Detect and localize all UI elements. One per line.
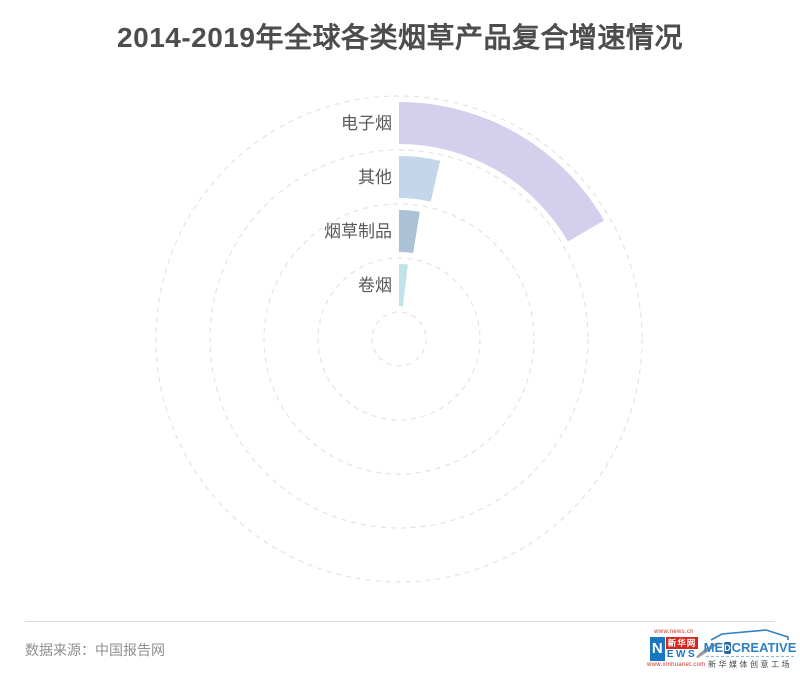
xinhua-ews-text: EWS — [666, 649, 698, 660]
data-source-text: 数据来源：中国报告网 — [25, 642, 165, 658]
medcreative-wordmark: ME D CREATIVE — [703, 640, 797, 657]
xinhua-url-top: www.news.cn — [654, 629, 694, 635]
swoosh-icon — [696, 642, 720, 658]
grid-circle — [317, 257, 481, 421]
footer-logos: www.news.cn N 新华网 EWS www.xinhuanet.com … — [645, 627, 797, 677]
footer-divider — [25, 621, 775, 622]
medcreative-part1: ME — [703, 640, 724, 655]
medcreative-part3: CREATIVE — [731, 640, 797, 655]
medcreative-logo: ME D CREATIVE 新华媒体创意工场 — [703, 629, 797, 670]
xinhuanet-logo: www.news.cn N 新华网 EWS www.xinhuanet.com — [647, 629, 706, 669]
category-label: 烟草制品 — [324, 222, 392, 241]
xinhua-brand-box: 新华网 — [665, 637, 699, 649]
chart-bar-3 — [399, 210, 420, 254]
chart-bar-1 — [399, 102, 605, 242]
grid-circle — [209, 149, 589, 529]
roof-icon — [710, 629, 789, 641]
grid-circle — [155, 95, 643, 583]
xinhua-url-bottom: www.xinhuanet.com — [647, 662, 706, 668]
page-title: 2014-2019年全球各类烟草产品复合增速情况 — [117, 22, 683, 53]
category-label: 其他 — [358, 168, 392, 187]
chart-bar-4 — [399, 263, 408, 307]
medcreative-d-icon: D — [724, 642, 731, 654]
grid-circle — [263, 203, 535, 475]
xinhua-logo-mark: N 新华网 EWS — [647, 637, 701, 661]
category-label: 电子烟 — [341, 114, 392, 133]
category-label: 卷烟 — [358, 276, 392, 295]
chart-bar-2 — [399, 156, 441, 202]
grid-circle — [371, 311, 427, 367]
xinhua-n-icon: N — [649, 637, 665, 661]
medcreative-subtitle: 新华媒体创意工场 — [708, 660, 792, 669]
